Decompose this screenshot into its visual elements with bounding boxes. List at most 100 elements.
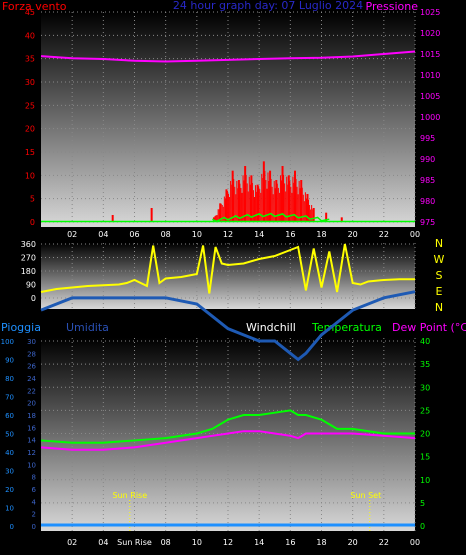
- hour-tick-label: 00: [410, 230, 420, 239]
- hour-tick-label: 04: [98, 538, 108, 547]
- humidity-tick-label: 28: [27, 350, 36, 358]
- humidity-tick-label: 8: [32, 474, 36, 482]
- wind-bar: [284, 183, 286, 222]
- wind-tick-label: 30: [25, 78, 35, 87]
- wind-bar: [256, 184, 259, 222]
- wind-bar: [340, 217, 343, 222]
- wind-bar: [236, 180, 238, 222]
- wind-bar: [275, 180, 278, 222]
- temperature-tick-label: 40: [420, 337, 430, 346]
- wind-bar: [259, 189, 261, 222]
- wind-bar: [266, 188, 268, 222]
- wind-bar: [226, 191, 228, 222]
- rain-tick-label: 40: [5, 449, 14, 457]
- hour-tick-label: 20: [348, 538, 358, 547]
- wind-bar: [220, 203, 222, 222]
- wind-bar: [289, 180, 291, 222]
- wind-bar: [251, 182, 253, 222]
- wind-bar: [291, 192, 293, 222]
- rain-tick-label: 20: [5, 486, 14, 494]
- wind-bar: [292, 176, 294, 222]
- rain-axis-title: Pioggia: [1, 321, 41, 334]
- pressure-tick-label: 1015: [420, 50, 440, 59]
- sunset-label: Sun Set: [350, 491, 381, 500]
- rain-tick-label: 10: [5, 505, 14, 513]
- wind-bar: [272, 194, 274, 222]
- hour-tick-label: 18: [316, 230, 326, 239]
- wind-bar: [245, 174, 247, 222]
- wind-bar: [265, 179, 267, 222]
- wind-bar: [241, 192, 243, 222]
- wind-bar: [237, 188, 239, 222]
- hour-tick-label: 20: [348, 230, 358, 239]
- hour-tick-label: Sun Rise: [117, 538, 152, 547]
- hour-tick-label: 22: [379, 538, 389, 547]
- rain-tick-label: 100: [1, 338, 14, 346]
- rain-tick-label: 80: [5, 375, 14, 383]
- temperature-tick-label: 20: [420, 430, 430, 439]
- wind-axis-title: Forza vento: [2, 0, 67, 13]
- pressure-tick-label: 980: [420, 197, 435, 206]
- humidity-tick-label: 0: [32, 523, 36, 531]
- direction-tick-label: 180: [21, 267, 36, 276]
- wind-bar: [287, 175, 290, 222]
- wind-bar: [295, 178, 297, 222]
- rain-tick-label: 70: [5, 394, 14, 402]
- temperature-tick-label: 30: [420, 383, 430, 392]
- rain-tick-label: 50: [5, 431, 14, 439]
- wind-bar: [281, 166, 284, 222]
- compass-label: N: [435, 301, 443, 314]
- wind-bar: [249, 184, 251, 222]
- wind-bar: [262, 161, 265, 222]
- wind-bar: [223, 196, 225, 222]
- hour-tick-label: 14: [254, 230, 264, 239]
- wind-tick-label: 45: [25, 8, 35, 17]
- hour-tick-label: 08: [161, 230, 171, 239]
- direction-tick-label: 90: [26, 281, 36, 290]
- wind-bar: [233, 178, 235, 222]
- hour-tick-label: 22: [379, 230, 389, 239]
- wind-bar: [300, 180, 303, 222]
- pressure-tick-label: 1005: [420, 92, 440, 101]
- wind-bar: [243, 180, 245, 222]
- wind-bar: [286, 176, 288, 222]
- humidity-tick-label: 12: [27, 449, 36, 457]
- wind-bar: [296, 186, 298, 222]
- wind-bar: [231, 184, 233, 222]
- rain-tick-label: 60: [5, 412, 14, 420]
- wind-bar: [290, 186, 292, 222]
- wind-bar: [301, 187, 303, 222]
- humidity-tick-label: 24: [27, 375, 36, 383]
- wind-bar: [230, 180, 232, 222]
- wind-bar: [239, 183, 241, 222]
- wind-bar: [281, 180, 283, 222]
- hour-tick-label: 14: [254, 538, 264, 547]
- wind-bar: [256, 191, 258, 222]
- wind-bar: [219, 203, 222, 222]
- compass-label: E: [436, 285, 443, 298]
- hour-tick-label: 04: [98, 230, 108, 239]
- wind-bar: [261, 173, 263, 222]
- wind-bar: [222, 206, 224, 222]
- wind-bar: [283, 174, 285, 222]
- temperature-legend: Temperatura: [311, 321, 382, 334]
- wind-bar: [325, 212, 328, 222]
- wind-bar: [269, 170, 272, 222]
- wind-bar: [302, 194, 304, 222]
- hour-tick-label: 12: [223, 230, 233, 239]
- wind-bar: [228, 193, 230, 222]
- hour-tick-label: 10: [192, 538, 202, 547]
- rain-tick-label: 90: [5, 357, 14, 365]
- wind-bar: [273, 180, 275, 222]
- wind-tick-label: 40: [25, 31, 35, 40]
- wind-bar: [216, 215, 218, 222]
- wind-bar: [252, 190, 254, 222]
- humidity-tick-label: 6: [32, 486, 37, 494]
- rain-tick-label: 0: [10, 523, 14, 531]
- wind-bar: [218, 209, 220, 222]
- wind-bar: [231, 170, 234, 222]
- wind-bar: [260, 192, 262, 222]
- wind-tick-label: 20: [25, 125, 35, 134]
